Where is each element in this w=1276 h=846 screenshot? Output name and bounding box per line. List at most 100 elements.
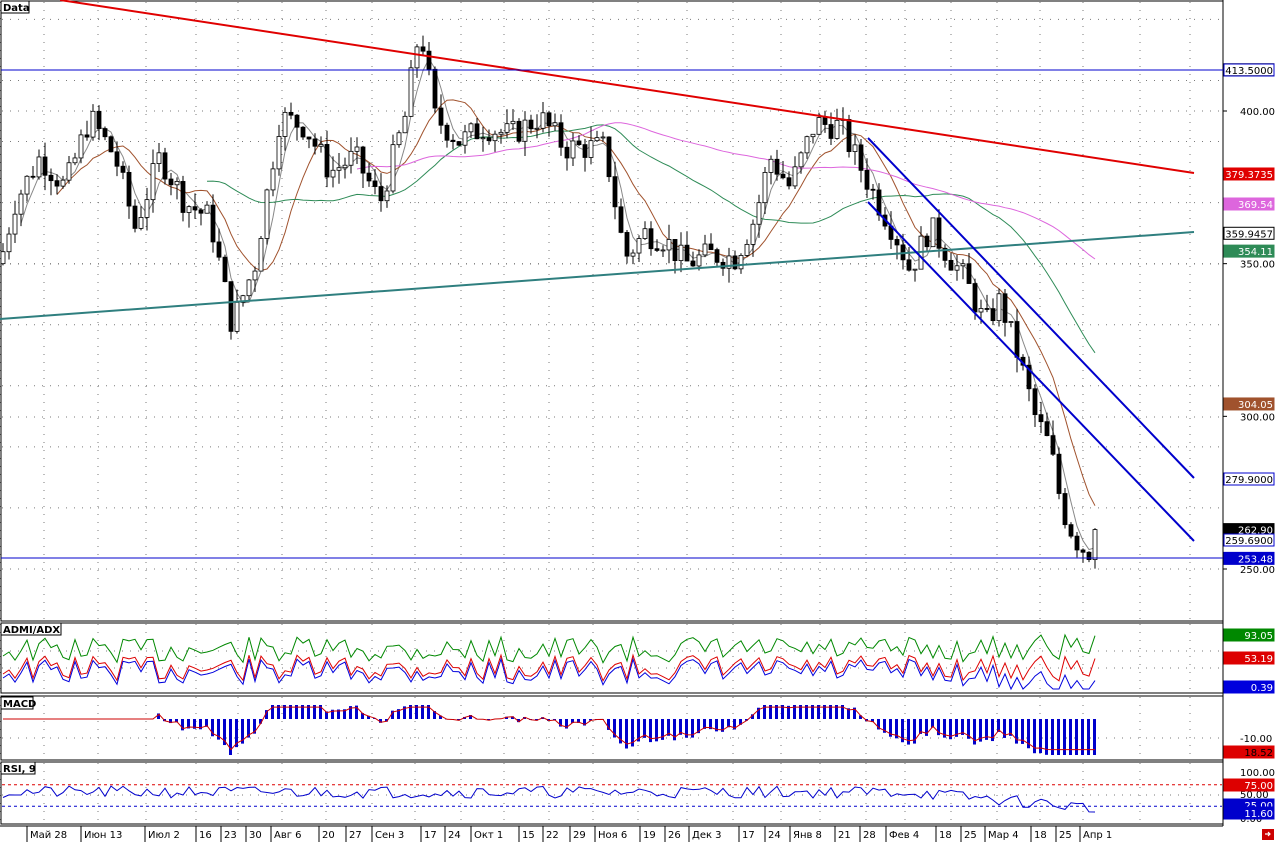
rsi-pane-title: RSI, 9 xyxy=(1,762,36,775)
candle-body xyxy=(931,218,935,247)
price-tag: 369.54 xyxy=(1224,198,1274,211)
candle-body xyxy=(1069,525,1073,537)
candle-body xyxy=(499,132,503,134)
candle-body xyxy=(613,177,617,207)
adx-tag: 0.39 xyxy=(1224,681,1274,694)
price-tags: 413.5000379.3735369.54359.9457354.11304.… xyxy=(1224,64,1274,820)
candle-body xyxy=(1081,550,1085,552)
candle-body xyxy=(349,151,353,165)
x-tick-label: 29 xyxy=(573,830,586,841)
candle-body xyxy=(343,165,347,167)
candle-body xyxy=(571,141,575,158)
candle-body xyxy=(445,125,449,140)
candle-body xyxy=(199,210,203,213)
x-tick-label: 22 xyxy=(546,830,559,841)
candle-body xyxy=(151,164,155,200)
svg-text:53.19: 53.19 xyxy=(1244,654,1273,665)
candle-body xyxy=(763,172,767,202)
candle-body xyxy=(769,159,773,172)
x-tick-label: 19 xyxy=(643,830,656,841)
price-pane[interactable] xyxy=(1,1,1223,621)
candle-body xyxy=(37,157,41,177)
rsi-tag: 75.00 xyxy=(1224,779,1274,792)
candle-body xyxy=(385,191,389,201)
candle-body xyxy=(925,236,929,247)
candle-body xyxy=(781,174,785,178)
candle-body xyxy=(79,135,83,158)
x-tick-label: 23 xyxy=(224,830,237,841)
x-tick-label: Сен 3 xyxy=(375,830,404,841)
candle-body xyxy=(865,170,869,189)
svg-text:11.60: 11.60 xyxy=(1244,809,1273,820)
candle-body xyxy=(475,124,479,139)
candle-body xyxy=(1045,422,1049,436)
candle-body xyxy=(91,111,95,137)
adx-title-text: ADMI/ADX xyxy=(3,625,60,636)
candle-body xyxy=(103,129,107,137)
candle-body xyxy=(595,138,599,141)
x-tick-label: 20 xyxy=(322,830,335,841)
x-tick-label: Июл 2 xyxy=(148,830,180,841)
candle-body xyxy=(355,147,359,151)
candle-body xyxy=(835,120,839,138)
candle-body xyxy=(787,178,791,186)
candle-body xyxy=(565,147,569,158)
candle-body xyxy=(301,127,305,137)
candle-body xyxy=(661,250,665,251)
x-tick-label: 25 xyxy=(964,830,977,841)
candle-body xyxy=(211,205,215,242)
x-tick-label: 26 xyxy=(668,830,681,841)
price-tag: 354.11 xyxy=(1224,245,1274,258)
candle-body xyxy=(421,47,425,51)
scroll-to-end-button[interactable] xyxy=(1262,829,1274,840)
candle-body xyxy=(859,145,863,170)
candle-body xyxy=(181,181,185,212)
candle-body xyxy=(331,170,335,177)
candle-body xyxy=(823,118,827,125)
candle-body xyxy=(745,244,749,255)
candle-body xyxy=(1009,322,1013,323)
candle-body xyxy=(169,179,173,185)
x-tick-label: Ноя 6 xyxy=(598,830,627,841)
x-tick-label: Май 28 xyxy=(30,830,67,841)
x-tick-label: 17 xyxy=(742,830,755,841)
y-tick-label: 300.00 xyxy=(1240,412,1275,423)
candle-body xyxy=(625,232,629,256)
candle-body xyxy=(469,124,473,132)
candle-body xyxy=(733,256,737,269)
candle-body xyxy=(463,132,467,145)
candle-body xyxy=(811,134,815,136)
macd-pane-title: MACD xyxy=(1,697,36,710)
candle-body xyxy=(967,264,971,284)
candle-body xyxy=(679,245,683,260)
x-tick-label: 30 xyxy=(249,830,262,841)
candle-body xyxy=(325,144,329,177)
candle-body xyxy=(655,249,659,251)
candle-body xyxy=(379,187,383,201)
candle-body xyxy=(607,137,611,177)
candle-body xyxy=(163,153,167,179)
candle-body xyxy=(361,147,365,173)
candle-body xyxy=(619,207,623,233)
candle-body xyxy=(601,137,605,138)
candle-body xyxy=(997,294,1001,321)
x-tick-label: 21 xyxy=(838,830,851,841)
candle-body xyxy=(829,125,833,139)
candle-body xyxy=(43,157,47,175)
candle-body xyxy=(319,144,323,146)
svg-text:279.9000: 279.9000 xyxy=(1225,475,1273,486)
candle-body xyxy=(685,245,689,261)
candle-body xyxy=(451,140,455,141)
y-tick-label: 400.00 xyxy=(1240,107,1275,118)
x-tick-label: 25 xyxy=(1059,830,1072,841)
svg-text:369.54: 369.54 xyxy=(1238,200,1273,211)
axis-layer: 400.00350.00300.00250.00-10.00100.0050.0… xyxy=(1223,107,1275,825)
candle-body xyxy=(1075,536,1079,550)
candle-body xyxy=(157,153,161,164)
rsi-tick-label: 100.00 xyxy=(1240,768,1275,779)
candle-body xyxy=(247,280,251,296)
candle-body xyxy=(67,163,71,180)
